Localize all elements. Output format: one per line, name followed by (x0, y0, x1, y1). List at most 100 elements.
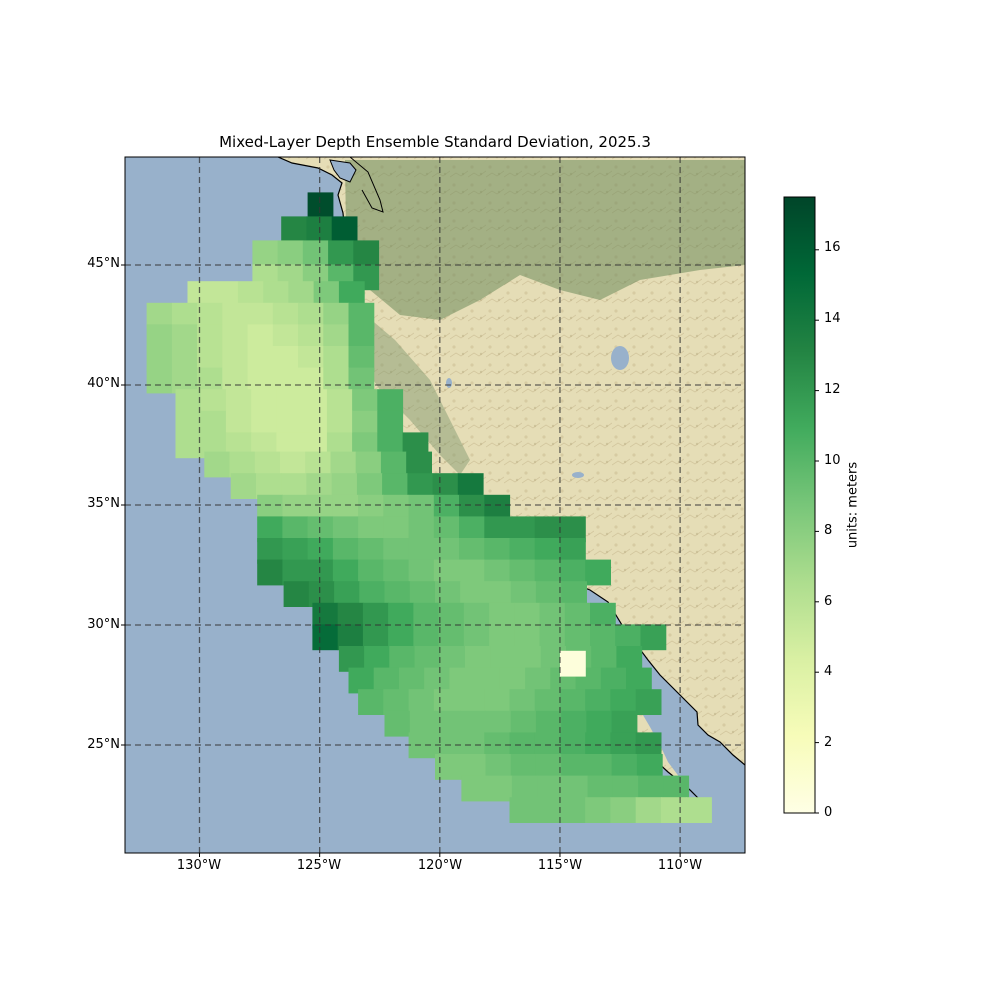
heatmap-cell (591, 646, 617, 672)
lat-label-45: 45°N (87, 256, 120, 271)
heatmap-cell (636, 754, 663, 780)
colorbar-tick-10: 10 (824, 453, 841, 468)
heatmap-cell (510, 754, 537, 780)
heatmap-cell (323, 367, 350, 394)
heatmap-cell (459, 516, 485, 543)
heatmap-cell (257, 516, 283, 543)
heatmap-cell (485, 754, 512, 780)
heatmap-cell (457, 473, 484, 499)
heatmap-cell (635, 689, 662, 715)
heatmap-cell (485, 581, 512, 607)
heatmap-cell (247, 324, 274, 351)
heatmap-cell (514, 602, 541, 629)
heatmap-cell (384, 710, 411, 737)
lon-label-120: 120°W (417, 858, 463, 873)
heatmap-cell (561, 710, 587, 737)
heatmap-cell (222, 302, 249, 329)
heatmap-cell (307, 559, 334, 586)
heatmap-cell (212, 281, 239, 307)
heatmap-cell (534, 538, 561, 564)
heatmap-cell (338, 281, 365, 307)
heatmap-cell (640, 624, 667, 651)
heatmap-cell (511, 775, 538, 802)
heatmap-cell (276, 410, 303, 437)
heatmap-cell (611, 710, 638, 737)
heatmap-cell (247, 367, 274, 394)
heatmap-cell (282, 538, 309, 564)
colorbar-tick-12: 12 (824, 382, 841, 397)
heatmap-cell (358, 494, 384, 521)
heatmap-cell (465, 646, 491, 672)
heatmap-cell (373, 667, 400, 694)
strait-coast (349, 157, 384, 213)
heatmap-cell (460, 754, 486, 780)
colorbar-tick-2: 2 (824, 735, 833, 750)
heatmap-cell (663, 775, 690, 802)
heatmap-cell (424, 667, 450, 694)
heatmap-cell (585, 559, 611, 586)
heatmap-cell (175, 410, 202, 437)
heatmap-cell (509, 516, 536, 543)
heatmap-cell (353, 240, 380, 267)
colorbar-tick-8: 8 (824, 523, 833, 538)
heatmap-cell (535, 581, 562, 607)
puget-sound (329, 159, 357, 183)
heatmap-cell (474, 667, 501, 694)
heatmap-cell (175, 389, 202, 415)
heatmap-cell (612, 775, 639, 802)
heatmap-cell (146, 346, 173, 372)
heatmap-cell (257, 538, 283, 564)
heatmap-cell (256, 473, 282, 499)
heatmap-cell (449, 667, 476, 694)
lon-label-125: 125°W (296, 858, 342, 873)
heatmap-cell (408, 559, 435, 586)
heatmap-cell (197, 346, 223, 372)
heatmap-cell (348, 346, 375, 372)
great-salt-lake (611, 346, 629, 370)
heatmap-cell (616, 646, 643, 672)
heatmap-cell (610, 797, 637, 823)
lon-label-110: 110°W (657, 858, 703, 873)
heatmap-cell (534, 516, 561, 543)
heatmap-cell (515, 646, 542, 672)
lon-label-130: 130°W (176, 858, 222, 873)
heatmap-cell (389, 646, 416, 672)
forest-north (345, 160, 745, 320)
heatmap-cell (585, 689, 611, 715)
heatmap-cell (302, 240, 329, 267)
heatmap-cell (222, 346, 249, 372)
heatmap-cell (463, 624, 490, 651)
heatmap-cell (229, 451, 256, 478)
heatmap-cell (490, 646, 517, 672)
heatmap-cell (146, 367, 173, 394)
heatmap-cell (364, 646, 390, 672)
heatmap-cell (355, 451, 382, 478)
heatmap-cell (383, 559, 410, 586)
heatmap-cell (499, 667, 526, 694)
heatmap-cell (509, 538, 536, 564)
heatmap-cell (432, 473, 459, 499)
heatmap-cell (560, 689, 586, 715)
heatmap-cell (388, 624, 414, 651)
heatmap-cell (408, 538, 435, 564)
heatmap-cell (352, 410, 378, 437)
axis-ticks (121, 264, 681, 857)
heatmap-cell (433, 559, 460, 586)
heatmap-cell (277, 240, 304, 267)
lat-label-40: 40°N (87, 376, 120, 391)
land (278, 157, 745, 800)
lon-label-115: 115°W (537, 858, 583, 873)
heatmap-cell (307, 494, 334, 521)
heatmap-cell (586, 754, 613, 780)
heatmap-cell (564, 602, 591, 629)
heatmap-cell (331, 473, 358, 499)
heatmap-cell (435, 754, 461, 780)
heatmap-cell (334, 581, 360, 607)
heatmap-cell (326, 389, 353, 415)
heatmap-cell (537, 775, 563, 802)
heatmap-cell (560, 650, 586, 677)
heatmap-cell (409, 581, 436, 607)
heatmap-cell (460, 581, 486, 607)
heatmap-cell (484, 559, 511, 586)
